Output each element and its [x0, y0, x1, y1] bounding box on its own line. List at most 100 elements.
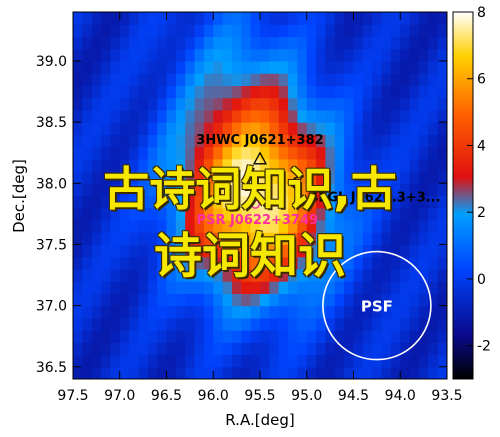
- heat-pixel: [306, 158, 317, 172]
- heat-pixel: [203, 317, 214, 331]
- heat-pixel: [390, 354, 401, 368]
- heat-pixel: [250, 207, 261, 221]
- heat-pixel: [119, 97, 130, 111]
- heat-pixel: [147, 146, 158, 160]
- heat-pixel: [82, 158, 93, 172]
- heat-pixel: [316, 293, 327, 307]
- heat-pixel: [362, 171, 373, 184]
- heat-pixel: [390, 317, 401, 331]
- heat-pixel: [316, 317, 327, 331]
- heat-pixel: [73, 171, 83, 184]
- heat-pixel: [166, 158, 177, 172]
- heat-pixel: [119, 158, 130, 172]
- heat-pixel: [213, 207, 224, 221]
- heat-pixel: [418, 232, 429, 246]
- heat-pixel: [203, 12, 214, 25]
- heat-pixel: [203, 256, 214, 270]
- heat-pixel: [138, 24, 149, 38]
- heat-pixel: [175, 171, 186, 184]
- heat-pixel: [73, 183, 83, 197]
- heat-pixel: [288, 36, 298, 50]
- heat-pixel: [250, 97, 261, 111]
- heat-pixel: [138, 171, 149, 184]
- heat-pixel: [73, 317, 83, 331]
- heat-pixel: [231, 60, 242, 74]
- heat-pixel: [157, 281, 168, 294]
- heat-pixel: [428, 171, 439, 184]
- heat-pixel: [73, 354, 83, 368]
- heat-pixel: [185, 97, 196, 111]
- heat-pixel: [390, 207, 401, 221]
- heat-pixel: [222, 330, 233, 343]
- source-marker-circle: [250, 199, 261, 209]
- heat-pixel: [278, 195, 289, 209]
- heat-pixel: [82, 36, 93, 50]
- heat-pixel: [362, 12, 373, 25]
- heat-pixel: [278, 122, 289, 135]
- heat-pixel: [344, 24, 355, 38]
- heat-pixel: [129, 85, 140, 99]
- heat-pixel: [82, 207, 93, 221]
- heat-pixel: [437, 195, 447, 209]
- heat-pixel: [101, 244, 111, 258]
- heat-pixel: [297, 256, 308, 270]
- heat-pixel: [278, 354, 289, 368]
- heat-pixel: [260, 12, 270, 13]
- heat-pixel: [91, 24, 102, 38]
- heat-pixel: [250, 171, 261, 184]
- heat-pixel: [278, 97, 289, 111]
- heat-pixel: [241, 146, 252, 160]
- heat-pixel: [250, 12, 261, 13]
- heat-pixel: [418, 183, 429, 197]
- heat-pixel: [381, 158, 392, 172]
- heat-pixel: [101, 183, 111, 197]
- heat-pixel: [418, 48, 429, 62]
- heat-pixel: [241, 342, 252, 356]
- heat-pixel: [194, 195, 205, 209]
- colorbar-tick-label: 8: [477, 5, 486, 21]
- heat-pixel: [203, 12, 214, 13]
- heat-pixel: [316, 305, 327, 319]
- heat-pixel: [166, 73, 177, 86]
- heat-pixel: [203, 268, 214, 282]
- heat-pixel: [390, 158, 401, 172]
- heat-pixel: [138, 219, 149, 233]
- x-tick-label: 95.5: [244, 388, 275, 404]
- heat-pixel: [334, 330, 345, 343]
- heat-pixel: [418, 122, 429, 135]
- heat-pixel: [129, 97, 140, 111]
- heat-pixel: [157, 183, 168, 197]
- heat-pixel: [362, 317, 373, 331]
- heat-pixel: [147, 330, 158, 343]
- heat-pixel: [110, 268, 121, 282]
- heat-pixel: [194, 134, 205, 148]
- heat-pixel: [372, 97, 383, 111]
- heat-pixel: [316, 109, 327, 123]
- heat-pixel: [213, 97, 224, 111]
- heat-pixel: [372, 268, 383, 282]
- heat-pixel: [353, 244, 364, 258]
- heat-pixel: [362, 36, 373, 50]
- heat-pixel: [110, 109, 121, 123]
- heat-pixel: [203, 232, 214, 246]
- heat-pixel: [325, 36, 336, 50]
- heat-pixel: [157, 48, 168, 62]
- heat-pixel: [418, 366, 429, 379]
- heat-pixel: [157, 244, 168, 258]
- heat-pixel: [250, 244, 261, 258]
- heat-pixel: [241, 195, 252, 209]
- heat-pixel: [119, 354, 130, 368]
- heat-pixel: [409, 342, 420, 356]
- heat-pixel: [157, 24, 168, 38]
- heat-pixel: [110, 171, 121, 184]
- heat-pixel: [400, 48, 411, 62]
- heat-pixel: [400, 183, 411, 197]
- heat-pixel: [372, 48, 383, 62]
- heat-pixel: [372, 122, 383, 135]
- heat-pixel: [428, 293, 439, 307]
- heat-pixel: [119, 146, 130, 160]
- heat-pixel: [73, 195, 83, 209]
- heat-pixel: [260, 195, 270, 209]
- heat-pixel: [353, 219, 364, 233]
